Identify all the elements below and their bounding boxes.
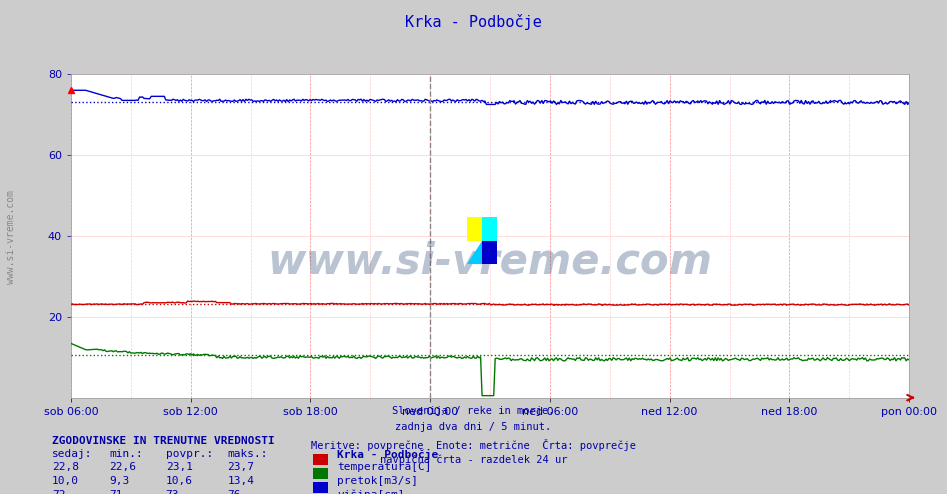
Text: 10,6: 10,6 xyxy=(166,476,193,486)
Text: povpr.:: povpr.: xyxy=(166,449,213,458)
Text: Krka - Podbočje: Krka - Podbočje xyxy=(337,449,438,459)
Text: Slovenija / reke in morje.: Slovenija / reke in morje. xyxy=(392,406,555,416)
Text: 22,6: 22,6 xyxy=(109,462,136,472)
Text: ZGODOVINSKE IN TRENUTNE VREDNOSTI: ZGODOVINSKE IN TRENUTNE VREDNOSTI xyxy=(52,436,275,446)
Text: maks.:: maks.: xyxy=(227,449,268,458)
Text: min.:: min.: xyxy=(109,449,143,458)
Text: 10,0: 10,0 xyxy=(52,476,80,486)
Text: temperatura[C]: temperatura[C] xyxy=(337,462,432,472)
Text: 72: 72 xyxy=(52,490,65,494)
Text: 9,3: 9,3 xyxy=(109,476,129,486)
Text: Meritve: povprečne  Enote: metrične  Črta: povprečje: Meritve: povprečne Enote: metrične Črta:… xyxy=(311,439,636,451)
Text: 22,8: 22,8 xyxy=(52,462,80,472)
Text: 76: 76 xyxy=(227,490,241,494)
Text: sedaj:: sedaj: xyxy=(52,449,93,458)
Text: www.si-vreme.com: www.si-vreme.com xyxy=(268,241,712,283)
Text: 23,1: 23,1 xyxy=(166,462,193,472)
Text: Krka - Podbočje: Krka - Podbočje xyxy=(405,14,542,30)
Text: zadnja dva dni / 5 minut.: zadnja dva dni / 5 minut. xyxy=(396,422,551,432)
Text: 23,7: 23,7 xyxy=(227,462,255,472)
Text: www.si-vreme.com: www.si-vreme.com xyxy=(7,190,16,284)
Text: navpična črta - razdelek 24 ur: navpična črta - razdelek 24 ur xyxy=(380,455,567,465)
Text: pretok[m3/s]: pretok[m3/s] xyxy=(337,476,419,486)
Text: 13,4: 13,4 xyxy=(227,476,255,486)
Text: 71: 71 xyxy=(109,490,122,494)
Text: 73: 73 xyxy=(166,490,179,494)
Text: višina[cm]: višina[cm] xyxy=(337,490,404,494)
